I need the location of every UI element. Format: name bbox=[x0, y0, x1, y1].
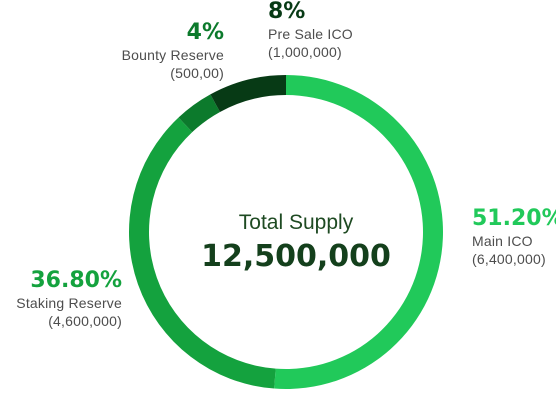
center-value: 12,500,000 bbox=[201, 239, 391, 274]
slice-name: Staking Reserve bbox=[16, 295, 122, 311]
slice-amount: (4,600,000) bbox=[48, 313, 122, 329]
slice-pre-sale-ico bbox=[210, 75, 286, 112]
slice-amount: (1,000,000) bbox=[268, 44, 342, 60]
label-staking-reserve: 36.80% Staking Reserve (4,600,000) bbox=[0, 268, 122, 330]
center-title: Total Supply bbox=[238, 211, 354, 234]
label-bounty-reserve: 4% Bounty Reserve (500,00) bbox=[90, 20, 224, 82]
slice-name: Bounty Reserve bbox=[121, 47, 224, 63]
slice-amount: (500,00) bbox=[170, 65, 224, 81]
percent-label: 8% bbox=[268, 0, 306, 24]
label-main-ico: 51.20% Main ICO (6,400,000) bbox=[472, 206, 556, 268]
percent-label: 51.20% bbox=[472, 206, 556, 231]
percent-label: 4% bbox=[186, 20, 224, 45]
label-pre-sale-ico: 8% Pre Sale ICO (1,000,000) bbox=[268, 0, 353, 61]
slice-bounty-reserve bbox=[178, 94, 220, 133]
chart-center: Total Supply 12,500,000 bbox=[186, 210, 406, 276]
percent-label: 36.80% bbox=[30, 268, 122, 293]
slice-name: Main ICO bbox=[472, 233, 533, 249]
slice-name: Pre Sale ICO bbox=[268, 26, 353, 42]
slice-amount: (6,400,000) bbox=[472, 251, 546, 267]
slice-main-ico bbox=[274, 75, 443, 390]
slice-staking-reserve bbox=[129, 117, 276, 389]
